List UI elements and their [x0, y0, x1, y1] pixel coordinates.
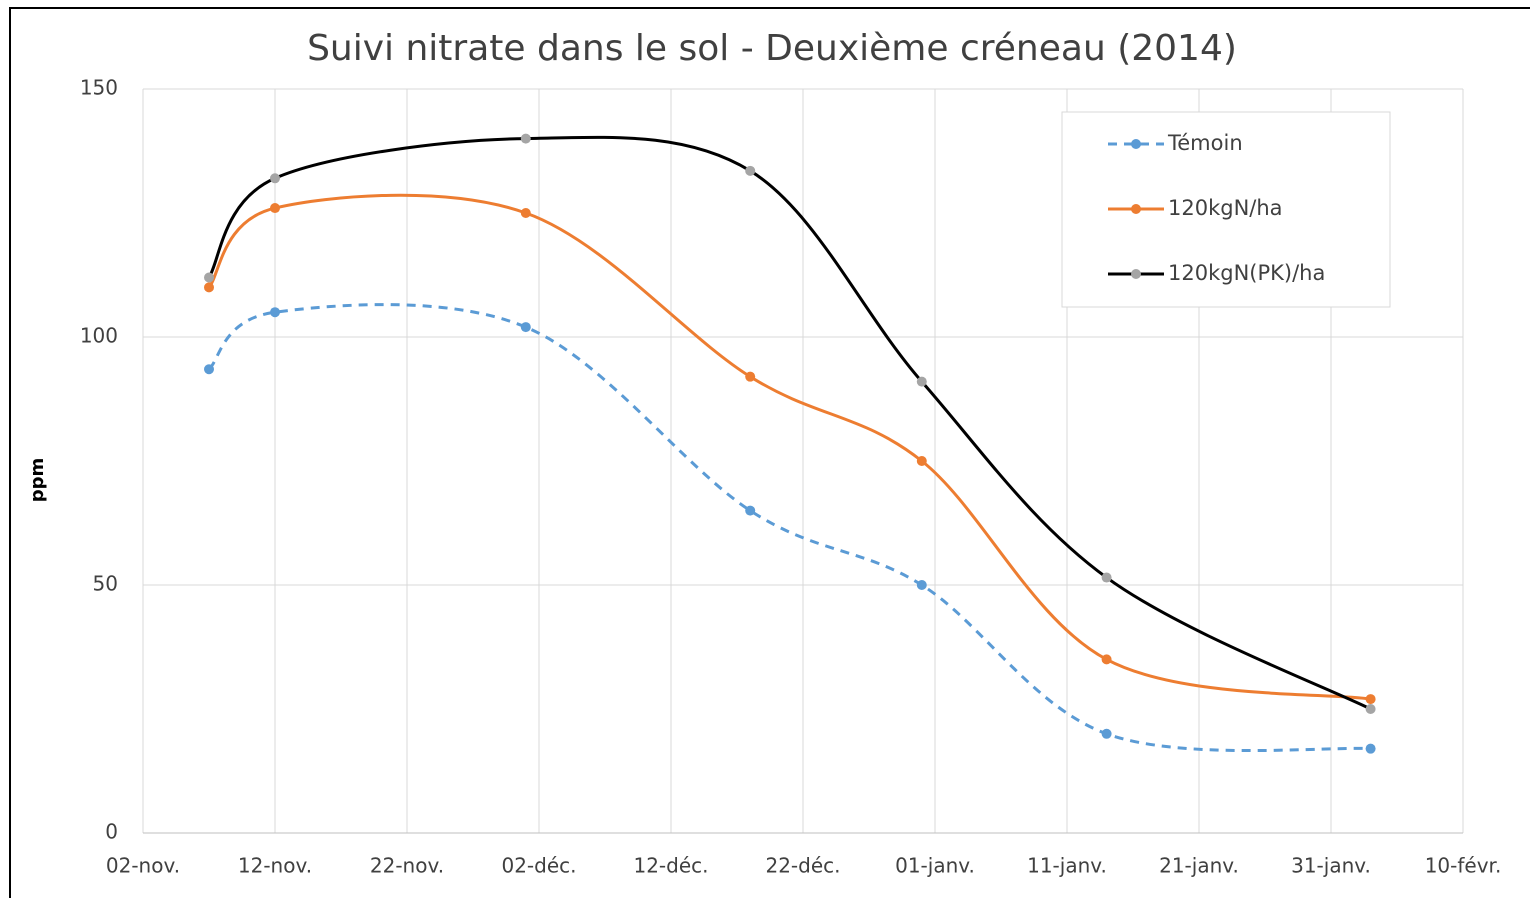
- x-tick-label: 02-déc.: [501, 854, 576, 878]
- series-line: [207, 303, 1371, 753]
- data-point: [204, 282, 214, 293]
- data-point: [270, 173, 280, 184]
- data-point: [916, 376, 927, 387]
- data-point: [204, 272, 214, 283]
- data-point: [520, 208, 531, 218]
- data-point: [1365, 694, 1376, 705]
- data-point: [916, 456, 927, 466]
- x-tick-label: 02-nov.: [106, 854, 180, 878]
- data-point: [204, 364, 214, 375]
- x-tick-label: 12-déc.: [633, 854, 708, 878]
- data-point: [1101, 728, 1112, 739]
- x-tick-label: 22-déc.: [765, 854, 840, 878]
- series-line: [207, 135, 1372, 711]
- data-point: [1101, 572, 1112, 583]
- legend-label: 120kgN/ha: [1168, 196, 1283, 220]
- data-point: [745, 371, 756, 382]
- legend-label: 120kgN(PK)/ha: [1168, 261, 1325, 285]
- x-tick-label: 31-janv.: [1291, 854, 1371, 878]
- legend-marker: [1131, 269, 1141, 279]
- x-tick-label: 12-nov.: [238, 854, 312, 878]
- x-tick-label: 11-janv.: [1027, 854, 1107, 878]
- data-point: [270, 307, 280, 318]
- x-tick-label: 10-févr.: [1425, 854, 1502, 878]
- y-axis-label: ppm: [27, 458, 48, 503]
- y-tick-label: 100: [80, 324, 118, 348]
- data-point: [1365, 704, 1376, 714]
- data-point: [520, 133, 531, 144]
- data-point: [745, 505, 756, 516]
- data-point: [1101, 654, 1112, 665]
- x-tick-label: 22-nov.: [370, 854, 444, 878]
- y-tick-label: 50: [93, 572, 118, 596]
- legend-marker: [1131, 139, 1141, 149]
- legend-label: Témoin: [1167, 131, 1243, 155]
- y-tick-label: 0: [105, 820, 118, 844]
- data-point: [520, 322, 531, 333]
- data-point: [270, 203, 280, 214]
- data-point: [745, 165, 756, 176]
- data-point: [916, 580, 927, 590]
- data-point: [1365, 743, 1376, 754]
- x-tick-label: 01-janv.: [895, 854, 975, 878]
- y-tick-label: 150: [80, 76, 118, 100]
- x-tick-label: 21-janv.: [1159, 854, 1239, 878]
- legend-marker: [1131, 204, 1141, 214]
- chart-title: Suivi nitrate dans le sol - Deuxième cré…: [307, 28, 1237, 69]
